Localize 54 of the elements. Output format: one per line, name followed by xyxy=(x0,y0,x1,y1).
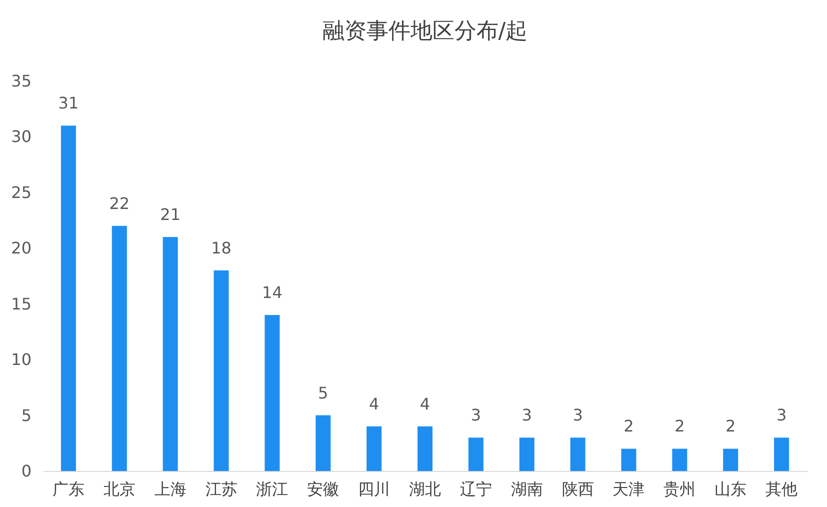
bar xyxy=(621,448,636,471)
x-tick-label: 辽宁 xyxy=(460,480,492,498)
bar xyxy=(570,438,586,471)
bar xyxy=(723,448,738,471)
data-label: 22 xyxy=(109,194,130,213)
bar xyxy=(519,438,534,471)
chart-title: 融资事件地区分布/起 xyxy=(322,19,528,44)
data-label: 3 xyxy=(522,406,532,425)
y-tick-label: 0 xyxy=(21,462,32,480)
y-tick-label: 5 xyxy=(21,406,32,425)
x-tick-label: 湖北 xyxy=(409,480,441,498)
y-tick-label: 25 xyxy=(11,182,32,202)
x-tick-label: 其他 xyxy=(766,480,798,498)
data-label: 2 xyxy=(674,416,685,436)
x-tick-label: 贵州 xyxy=(664,480,696,498)
bar xyxy=(60,126,76,471)
x-tick-label: 广东 xyxy=(52,480,84,498)
data-label: 2 xyxy=(624,416,634,436)
bar xyxy=(214,270,229,471)
x-tick-label: 上海 xyxy=(154,480,186,498)
data-label: 4 xyxy=(420,394,430,414)
data-label: 2 xyxy=(726,416,736,436)
bar xyxy=(366,426,382,471)
bar xyxy=(162,237,178,471)
y-tick-label: 10 xyxy=(11,350,32,370)
y-tick-label: 15 xyxy=(11,294,32,314)
data-label: 4 xyxy=(368,394,380,414)
x-tick-label: 湖南 xyxy=(510,480,543,498)
y-tick-label: 30 xyxy=(11,127,32,146)
data-label: 3 xyxy=(776,406,787,425)
data-label: 3 xyxy=(572,406,583,425)
x-tick-label: 江苏 xyxy=(205,480,238,498)
x-tick-label: 天津 xyxy=(612,480,645,498)
bar xyxy=(672,448,688,471)
x-tick-label: 四川 xyxy=(358,480,390,498)
data-label: 21 xyxy=(160,205,181,224)
y-tick-label: 20 xyxy=(11,238,32,258)
x-tick-label: 浙江 xyxy=(256,480,288,498)
y-tick-label: 35 xyxy=(11,72,32,90)
bar xyxy=(316,415,331,471)
x-tick-label: 北京 xyxy=(103,480,136,498)
bar xyxy=(264,315,280,471)
bar xyxy=(418,426,432,471)
data-label: 3 xyxy=(470,406,482,425)
x-tick-label: 陕西 xyxy=(562,480,594,498)
x-tick-label: 山东 xyxy=(714,480,747,498)
x-tick-label: 安徽 xyxy=(307,480,340,498)
data-label: 14 xyxy=(262,283,282,302)
data-label: 31 xyxy=(58,94,79,113)
data-label: 5 xyxy=(318,383,328,402)
bar xyxy=(468,438,484,471)
bar xyxy=(774,438,790,471)
bar xyxy=(112,226,127,471)
data-label: 18 xyxy=(211,238,232,258)
